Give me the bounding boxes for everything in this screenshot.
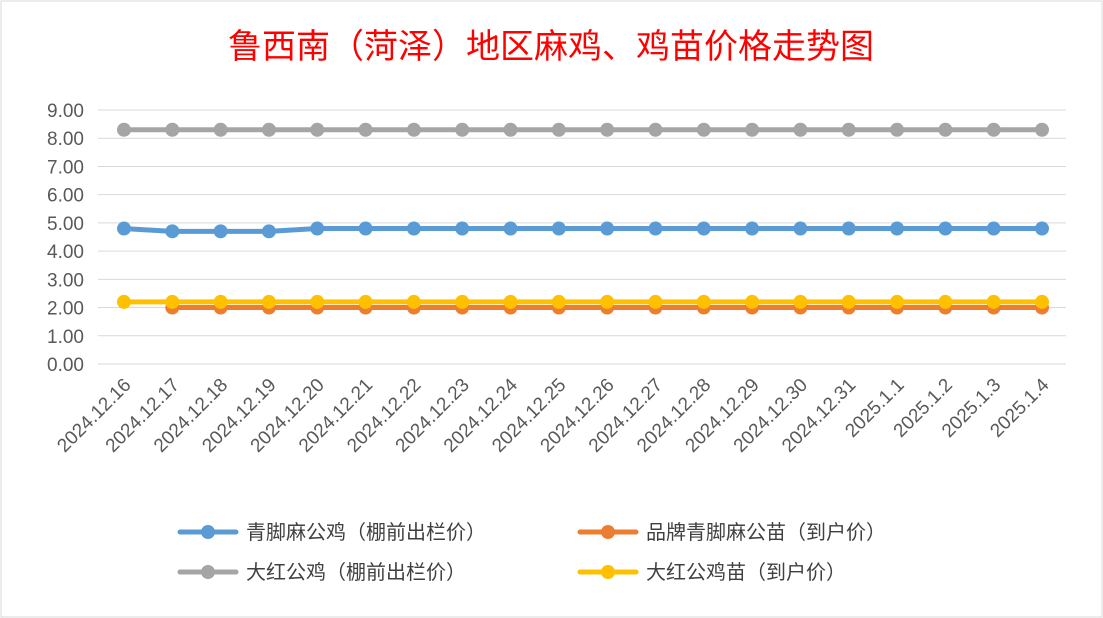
data-point xyxy=(841,221,856,236)
data-point xyxy=(745,122,760,137)
y-tick-label: 7.00 xyxy=(47,157,84,178)
data-point xyxy=(986,294,1001,309)
data-point xyxy=(1035,221,1049,236)
data-point xyxy=(455,221,470,236)
legend-item: 大红公鸡（棚前出栏价） xyxy=(177,560,466,584)
legend-swatch-marker xyxy=(601,525,615,539)
legend-item: 大红公鸡苗（到户价） xyxy=(577,560,846,584)
series-group xyxy=(117,122,1049,315)
data-point xyxy=(165,224,180,239)
data-point xyxy=(261,122,276,137)
y-tick-label: 5.00 xyxy=(47,214,84,235)
legend: 青脚麻公鸡（棚前出栏价） 品牌青脚麻公苗（到户价） 大红公鸡（棚前出栏价） 大红公鸡苗… xyxy=(177,520,886,584)
data-point xyxy=(213,294,228,309)
legend-item: 品牌青脚麻公苗（到户价） xyxy=(577,520,886,544)
data-point xyxy=(600,221,615,236)
data-point xyxy=(503,294,518,309)
data-point xyxy=(986,221,1001,236)
data-point xyxy=(358,122,373,137)
data-point xyxy=(648,221,663,236)
data-point xyxy=(117,294,131,309)
chart-title: 鲁西南（菏泽）地区麻鸡、鸡苗价格走势图 xyxy=(228,27,874,67)
data-point xyxy=(696,294,711,309)
legend-label: 大红公鸡（棚前出栏价） xyxy=(246,560,466,584)
data-point xyxy=(213,122,228,137)
data-point xyxy=(165,294,180,309)
series-3 xyxy=(117,294,1049,309)
data-point xyxy=(793,221,808,236)
data-point xyxy=(213,224,228,239)
data-point xyxy=(648,122,663,137)
data-point xyxy=(310,221,325,236)
data-point xyxy=(455,122,470,137)
data-point xyxy=(890,122,905,137)
gridlines xyxy=(98,109,1066,365)
data-point xyxy=(600,294,615,309)
legend-label: 青脚麻公鸡（棚前出栏价） xyxy=(246,520,486,544)
data-point xyxy=(841,294,856,309)
data-point xyxy=(310,122,325,137)
data-point xyxy=(600,122,615,137)
data-point xyxy=(503,221,518,236)
y-tick-label: 9.00 xyxy=(47,101,84,122)
data-point xyxy=(406,221,421,236)
data-point xyxy=(938,221,953,236)
legend-swatch-marker xyxy=(601,565,615,579)
data-point xyxy=(358,221,373,236)
data-point xyxy=(696,122,711,137)
data-point xyxy=(890,221,905,236)
y-axis: 9.00 8.00 7.00 6.00 5.00 4.00 3.00 2.00 1.00 0.00 xyxy=(47,101,84,376)
data-point xyxy=(745,221,760,236)
data-point xyxy=(117,122,131,137)
data-point xyxy=(406,294,421,309)
data-point xyxy=(841,122,856,137)
data-point xyxy=(551,221,566,236)
y-tick-label: 4.00 xyxy=(47,242,84,263)
legend-label: 品牌青脚麻公苗（到户价） xyxy=(646,520,886,544)
data-point xyxy=(793,294,808,309)
legend-label: 大红公鸡苗（到户价） xyxy=(646,560,846,584)
data-point xyxy=(165,122,180,137)
data-point xyxy=(793,122,808,137)
data-point xyxy=(745,294,760,309)
data-point xyxy=(890,294,905,309)
legend-swatch-marker xyxy=(201,525,215,539)
data-point xyxy=(503,122,518,137)
series-0 xyxy=(117,122,1049,137)
y-tick-label: 2.00 xyxy=(47,299,84,320)
y-tick-label: 6.00 xyxy=(47,186,84,207)
data-point xyxy=(358,294,373,309)
data-point xyxy=(261,224,276,239)
data-point xyxy=(986,122,1001,137)
data-point xyxy=(938,294,953,309)
series-line xyxy=(121,226,1045,234)
data-point xyxy=(261,294,276,309)
data-point xyxy=(310,294,325,309)
legend-item: 青脚麻公鸡（棚前出栏价） xyxy=(177,520,486,544)
legend-swatch-marker xyxy=(201,565,215,579)
data-point xyxy=(551,122,566,137)
y-tick-label: 1.00 xyxy=(47,327,84,348)
y-tick-label: 3.00 xyxy=(47,270,84,291)
data-point xyxy=(1035,294,1049,309)
data-point xyxy=(648,294,663,309)
y-tick-label: 8.00 xyxy=(47,129,84,150)
data-point xyxy=(117,221,131,236)
data-point xyxy=(938,122,953,137)
data-point xyxy=(1035,122,1049,137)
data-point xyxy=(551,294,566,309)
data-point xyxy=(455,294,470,309)
data-point xyxy=(696,221,711,236)
data-point xyxy=(406,122,421,137)
y-tick-label: 0.00 xyxy=(47,355,84,376)
series-1 xyxy=(117,221,1049,239)
